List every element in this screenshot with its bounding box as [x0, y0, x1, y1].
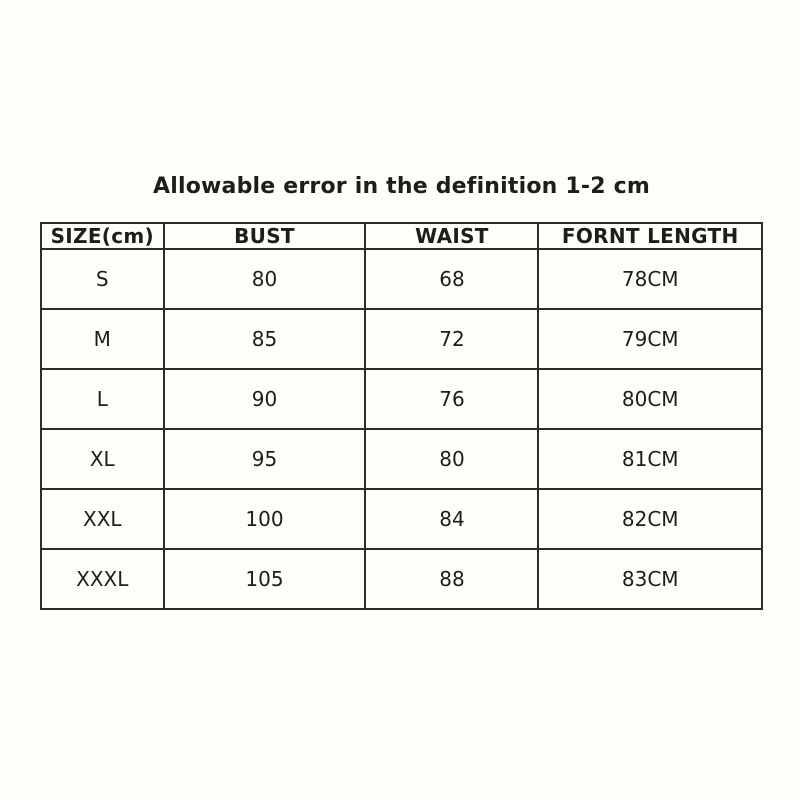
table-cell: 80: [162, 248, 367, 310]
table-cell: 80CM: [537, 368, 763, 430]
table-cell: 85: [162, 308, 367, 370]
size-label-cell: XL: [40, 428, 165, 490]
table-cell: 72: [364, 308, 540, 370]
table-body: S 80 68 78CM M 85 72 79CM L 90 76 80CM XL 95 80 81CM XXL…: [40, 248, 763, 610]
column-header: FORNT LENGTH: [537, 222, 763, 250]
table-row: M 85 72 79CM: [40, 308, 763, 370]
table-cell: 84: [364, 488, 540, 550]
column-header: SIZE(cm): [40, 222, 165, 250]
table-cell: 95: [162, 428, 367, 490]
table-row: XXXL 105 88 83CM: [40, 548, 763, 610]
table-cell: 82CM: [537, 488, 763, 550]
table-cell: 80: [364, 428, 540, 490]
table-cell: 90: [162, 368, 367, 430]
table-header-row: SIZE(cm) BUST WAIST FORNT LENGTH: [40, 222, 763, 250]
size-label-cell: XXL: [40, 488, 165, 550]
table-cell: 76: [364, 368, 540, 430]
table-cell: 78CM: [537, 248, 763, 310]
table-row: L 90 76 80CM: [40, 368, 763, 430]
size-label-cell: L: [40, 368, 165, 430]
page-title: Allowable error in the definition 1-2 cm: [153, 174, 650, 199]
table-cell: 105: [162, 548, 367, 610]
size-chart-table: SIZE(cm) BUST WAIST FORNT LENGTH S 80 68 78CM M…: [40, 222, 763, 610]
size-label-cell: S: [40, 248, 165, 310]
table-cell: 88: [364, 548, 540, 610]
table-cell: 68: [364, 248, 540, 310]
table-row: XXL 100 84 82CM: [40, 488, 763, 550]
table-cell: 81CM: [537, 428, 763, 490]
column-header: BUST: [162, 222, 367, 250]
table-row: S 80 68 78CM: [40, 248, 763, 310]
size-label-cell: XXXL: [40, 548, 165, 610]
table-cell: 100: [162, 488, 367, 550]
column-header: WAIST: [364, 222, 540, 250]
table-cell: 79CM: [537, 308, 763, 370]
table-cell: 83CM: [537, 548, 763, 610]
table-row: XL 95 80 81CM: [40, 428, 763, 490]
size-label-cell: M: [40, 308, 165, 370]
